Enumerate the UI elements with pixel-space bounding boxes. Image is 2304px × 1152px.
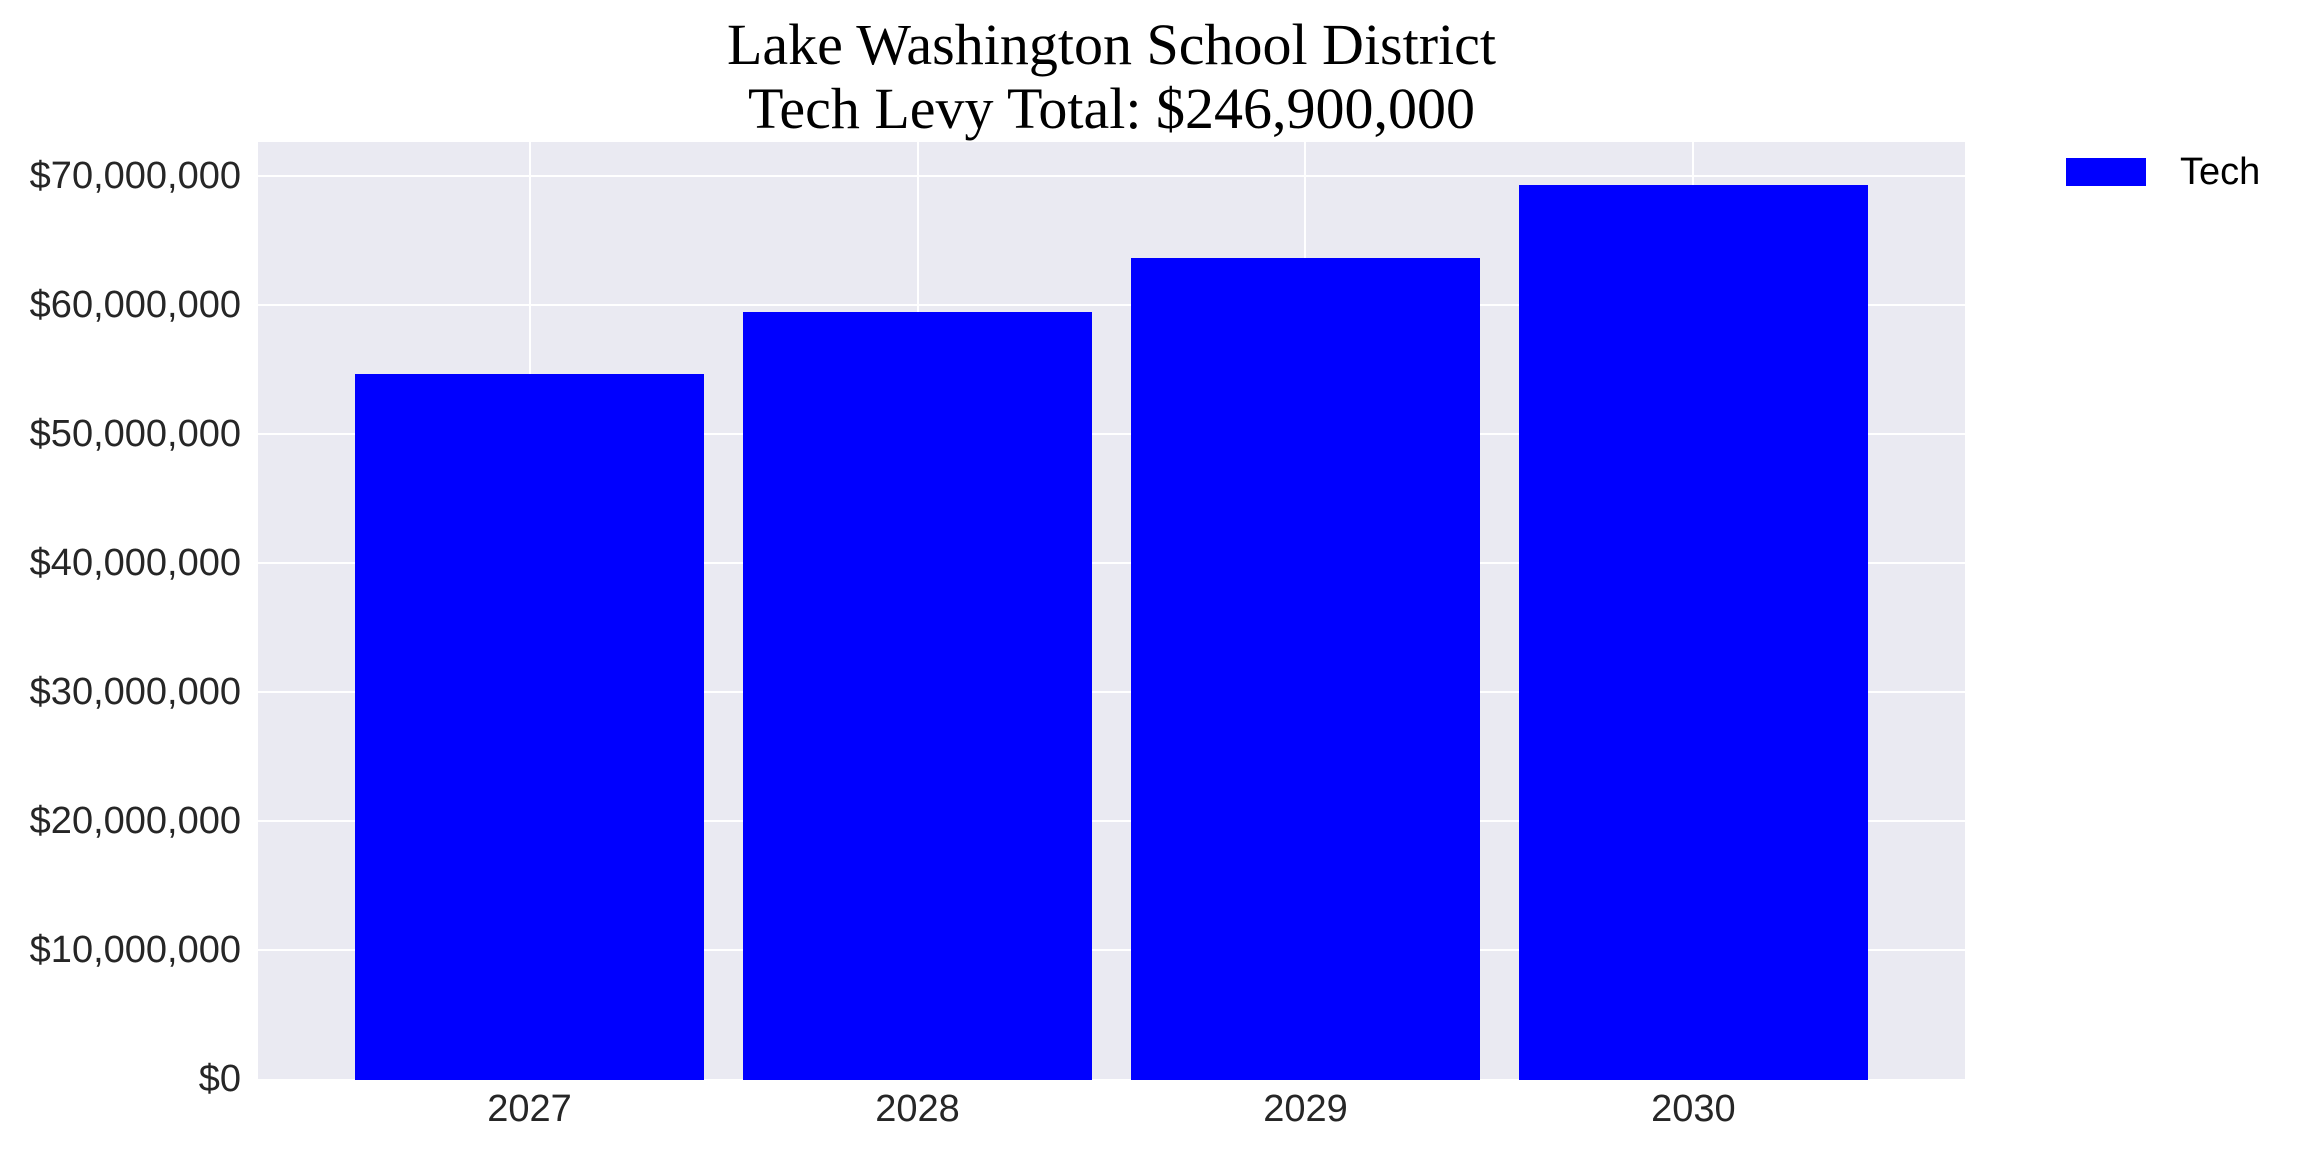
legend-label-tech: Tech [2180,151,2261,193]
bar-2027 [354,374,705,1080]
bar-2028 [742,312,1093,1080]
gridline-horizontal [258,432,1965,435]
gridline-horizontal [258,948,1965,951]
legend-swatch-tech [2066,158,2146,186]
x-tick-label: 2030 [1651,1088,1736,1130]
y-tick-label: $20,000,000 [29,799,241,842]
gridline-horizontal [258,174,1965,177]
y-tick-label: $0 [198,1058,241,1100]
y-tick-label: $50,000,000 [29,412,241,455]
gridline-horizontal [258,819,1965,822]
x-tick-label: 2027 [487,1088,572,1130]
y-tick-label: $10,000,000 [29,928,241,971]
chart-title-line-2: Tech Levy Total: $246,900,000 [748,76,1475,141]
plot-area [258,142,1965,1080]
gridline-horizontal [258,561,1965,564]
chart-title-line-1: Lake Washington School District [726,12,1497,77]
gridline-horizontal [258,303,1965,306]
x-tick-label: 2028 [875,1088,960,1130]
y-tick-label: $30,000,000 [29,670,241,713]
y-tick-label: $60,000,000 [29,283,241,326]
gridline-horizontal [258,690,1965,693]
y-tick-label: $40,000,000 [29,541,241,584]
x-tick-label: 2029 [1263,1088,1348,1130]
y-tick-label: $70,000,000 [29,154,241,197]
bar-2029 [1130,258,1481,1080]
bar-2030 [1518,184,1868,1080]
